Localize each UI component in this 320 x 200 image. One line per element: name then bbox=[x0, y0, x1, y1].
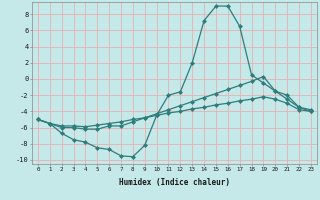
X-axis label: Humidex (Indice chaleur): Humidex (Indice chaleur) bbox=[119, 178, 230, 187]
